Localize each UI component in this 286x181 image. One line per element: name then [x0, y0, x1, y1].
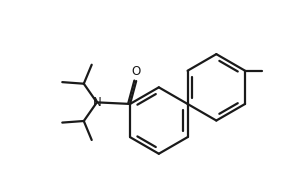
Text: N: N — [92, 96, 101, 109]
Text: O: O — [132, 65, 141, 78]
